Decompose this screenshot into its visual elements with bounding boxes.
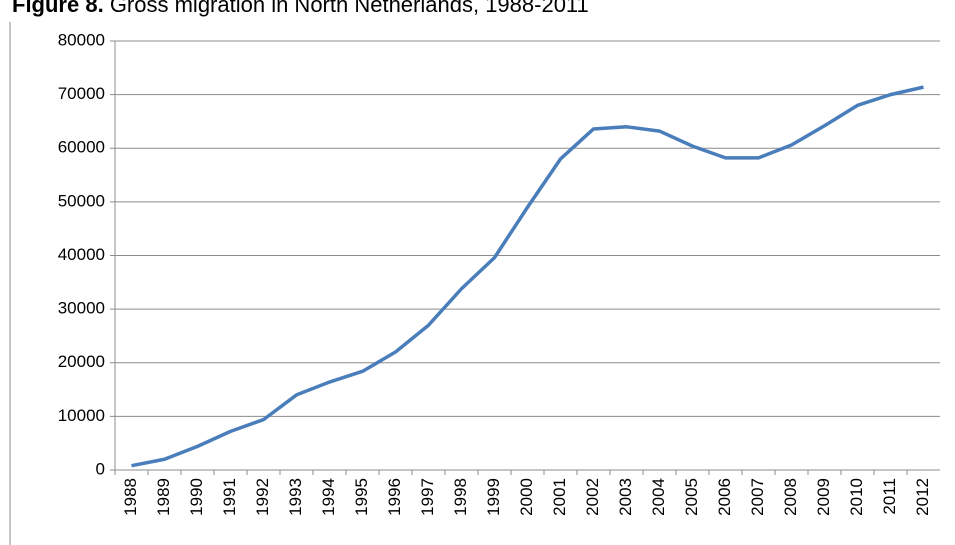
chart-title: Figure 8. Gross migration in North Nethe… (12, 0, 589, 17)
y-tick-label: 10000 (58, 406, 105, 425)
x-tick-label: 1992 (253, 478, 272, 516)
x-tick-label: 2008 (781, 478, 800, 516)
y-tick-label: 30000 (58, 299, 105, 318)
title-prefix: Figure 8. (12, 0, 104, 17)
x-tick-label: 1988 (121, 478, 140, 516)
x-tick-label: 2007 (748, 478, 767, 516)
title-text: Gross migration in North Netherlands, 19… (110, 0, 589, 17)
y-tick-label: 70000 (58, 84, 105, 103)
x-tick-label: 2005 (682, 478, 701, 516)
x-tick-label: 1995 (352, 478, 371, 516)
x-tick-label: 2001 (550, 478, 569, 516)
x-tick-label: 2009 (814, 478, 833, 516)
x-tick-label: 2011 (880, 478, 899, 515)
x-tick-label: 1994 (319, 478, 338, 516)
x-tick-label: 1991 (220, 478, 239, 516)
x-tick-label: 2002 (583, 478, 602, 516)
x-tick-label: 1993 (286, 478, 305, 516)
y-tick-label: 20000 (58, 352, 105, 371)
x-tick-label: 1996 (385, 478, 404, 516)
x-tick-label: 2003 (616, 478, 635, 516)
series-line (131, 85, 924, 468)
x-tick-label: 1997 (418, 478, 437, 516)
x-tick-label: 2012 (913, 478, 932, 516)
x-tick-label: 1998 (451, 478, 470, 516)
y-tick-label: 0 (96, 459, 105, 478)
x-tick-label: 2010 (847, 478, 866, 516)
y-tick-label: 80000 (58, 30, 105, 49)
x-tick-label: 2000 (517, 478, 536, 516)
y-tick-label: 60000 (58, 138, 105, 157)
x-tick-label: 1989 (154, 478, 173, 516)
x-tick-label: 2004 (649, 478, 668, 516)
x-tick-label: 1990 (187, 478, 206, 516)
x-tick-label: 1999 (484, 478, 503, 516)
y-tick-label: 50000 (58, 191, 105, 210)
y-tick-label: 40000 (58, 245, 105, 264)
x-tick-label: 2006 (715, 478, 734, 516)
